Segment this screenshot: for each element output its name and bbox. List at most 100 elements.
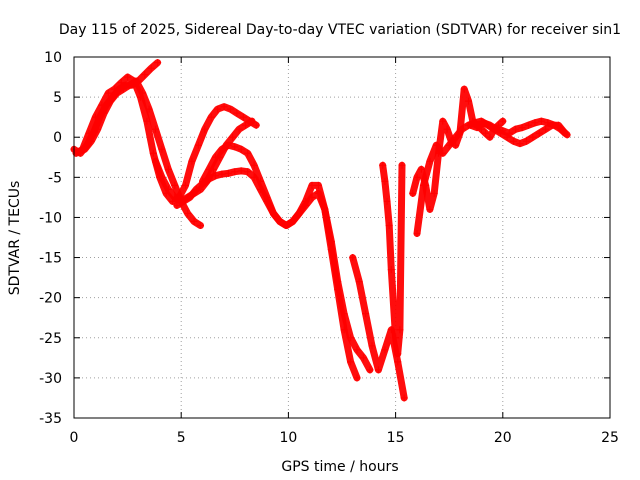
data-point — [467, 121, 475, 129]
data-point — [321, 205, 329, 213]
data-point — [171, 193, 179, 201]
x-tick-label: 5 — [177, 430, 186, 446]
data-point — [516, 140, 524, 148]
data-point — [529, 133, 537, 141]
data-point — [100, 109, 108, 117]
data-point — [188, 157, 196, 165]
data-point — [458, 125, 466, 133]
data-point — [302, 201, 310, 209]
data-point — [525, 121, 533, 129]
data-point — [147, 64, 155, 72]
data-point — [207, 113, 215, 121]
data-point — [224, 169, 232, 177]
data-point — [171, 181, 179, 189]
data-point — [340, 310, 348, 318]
data-point — [158, 145, 166, 153]
data-point — [184, 209, 192, 217]
data-point — [426, 157, 434, 165]
data-point — [439, 149, 447, 157]
data-point — [106, 97, 114, 105]
data-point — [392, 334, 400, 342]
data-point — [196, 221, 204, 229]
data-point — [227, 105, 235, 113]
data-point — [409, 189, 417, 197]
x-tick-label: 15 — [387, 430, 405, 446]
data-point — [201, 125, 209, 133]
data-point — [419, 181, 427, 189]
data-point — [308, 193, 316, 201]
data-point — [413, 229, 421, 237]
data-point — [192, 185, 200, 193]
data-point — [499, 127, 507, 135]
y-axis-title: SDTVAR / TECUs — [7, 181, 23, 296]
data-point — [368, 342, 376, 350]
data-point — [91, 113, 99, 121]
data-point — [205, 165, 213, 173]
data-point — [164, 185, 172, 193]
data-point — [179, 197, 187, 205]
data-points — [70, 59, 571, 402]
data-point — [212, 172, 220, 180]
data-point — [149, 149, 157, 157]
data-point — [452, 133, 460, 141]
data-series-track-3 — [72, 73, 260, 205]
data-point — [486, 133, 494, 141]
data-point — [190, 217, 198, 225]
data-series-track-6 — [199, 141, 374, 374]
data-point — [214, 105, 222, 113]
data-point — [98, 101, 106, 109]
data-point — [194, 141, 202, 149]
data-point — [295, 209, 303, 217]
data-point — [257, 177, 265, 185]
data-point — [512, 125, 520, 133]
data-point — [531, 119, 539, 127]
data-point — [308, 181, 316, 189]
axis-ticks — [73, 56, 611, 419]
data-point — [151, 157, 159, 165]
data-point — [231, 168, 239, 176]
data-point — [218, 145, 226, 153]
y-tick-label: -5 — [48, 170, 62, 186]
y-tick-label: -15 — [39, 251, 62, 267]
data-point — [327, 238, 335, 246]
data-point — [181, 181, 189, 189]
data-point — [282, 221, 290, 229]
data-point — [518, 124, 526, 132]
data-point — [158, 173, 166, 181]
data-point — [289, 217, 297, 225]
data-point — [334, 278, 342, 286]
data-point — [314, 181, 322, 189]
data-point — [366, 366, 374, 374]
series-line — [409, 85, 507, 213]
data-point — [276, 217, 284, 225]
data-point — [237, 167, 245, 175]
data-point — [244, 168, 252, 176]
y-tick-label: -30 — [39, 371, 62, 387]
data-point — [430, 189, 438, 197]
data-point — [400, 394, 408, 402]
y-tick-label: -10 — [39, 210, 62, 226]
y-tick-label: 0 — [53, 130, 62, 146]
data-point — [542, 125, 550, 133]
chart-title: Day 115 of 2025, Sidereal Day-to-day VTE… — [59, 22, 621, 38]
data-point — [353, 374, 361, 382]
data-point — [522, 137, 530, 145]
grid-lines — [74, 57, 610, 418]
data-point — [104, 89, 112, 97]
data-point — [387, 266, 395, 274]
data-point — [396, 326, 404, 334]
y-tick-label: -35 — [39, 411, 62, 427]
data-point — [492, 125, 500, 133]
series-line — [379, 161, 406, 358]
series-line — [467, 117, 571, 139]
data-point — [460, 85, 468, 93]
data-point — [426, 205, 434, 213]
data-point — [143, 117, 151, 125]
data-point — [224, 141, 232, 149]
data-point — [154, 59, 162, 67]
data-point — [486, 121, 494, 129]
data-point — [347, 358, 355, 366]
data-point — [353, 346, 361, 354]
data-point — [248, 117, 256, 125]
